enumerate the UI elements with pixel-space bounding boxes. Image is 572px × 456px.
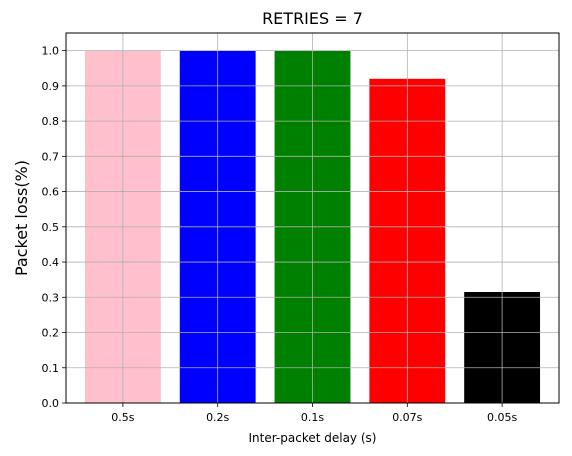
x-tick-label: 0.2s	[206, 411, 229, 424]
x-tick-label: 0.05s	[487, 411, 517, 424]
y-tick-label: 0.3	[42, 291, 60, 304]
y-tick-label: 0.5	[42, 221, 60, 234]
y-tick-label: 0.2	[42, 327, 60, 340]
y-tick-label: 0.1	[42, 362, 60, 375]
y-axis-ticks: 0.0 0.1 0.2 0.3 0.4 0.5 0.6 0.7 0.8 0.9 1.0	[42, 45, 66, 410]
y-tick-label: 0.4	[42, 256, 60, 269]
y-tick-label: 0.9	[42, 80, 60, 93]
y-tick-label: 0.8	[42, 115, 60, 128]
grid-lines	[66, 33, 559, 404]
x-tick-label: 0.1s	[301, 411, 324, 424]
y-tick-label: 0.7	[42, 150, 60, 163]
x-tick-label: 0.07s	[392, 411, 422, 424]
x-tick-label: 0.5s	[111, 411, 134, 424]
chart-title: RETRIES = 7	[262, 9, 363, 28]
y-tick-label: 0.0	[42, 397, 60, 410]
x-axis-ticks: 0.5s 0.2s 0.1s 0.07s 0.05s	[111, 403, 517, 424]
y-tick-label: 1.0	[42, 45, 60, 58]
y-tick-label: 0.6	[42, 186, 60, 199]
x-axis-label: Inter-packet delay (s)	[249, 431, 377, 445]
y-axis-label: Packet loss(%)	[12, 160, 31, 276]
